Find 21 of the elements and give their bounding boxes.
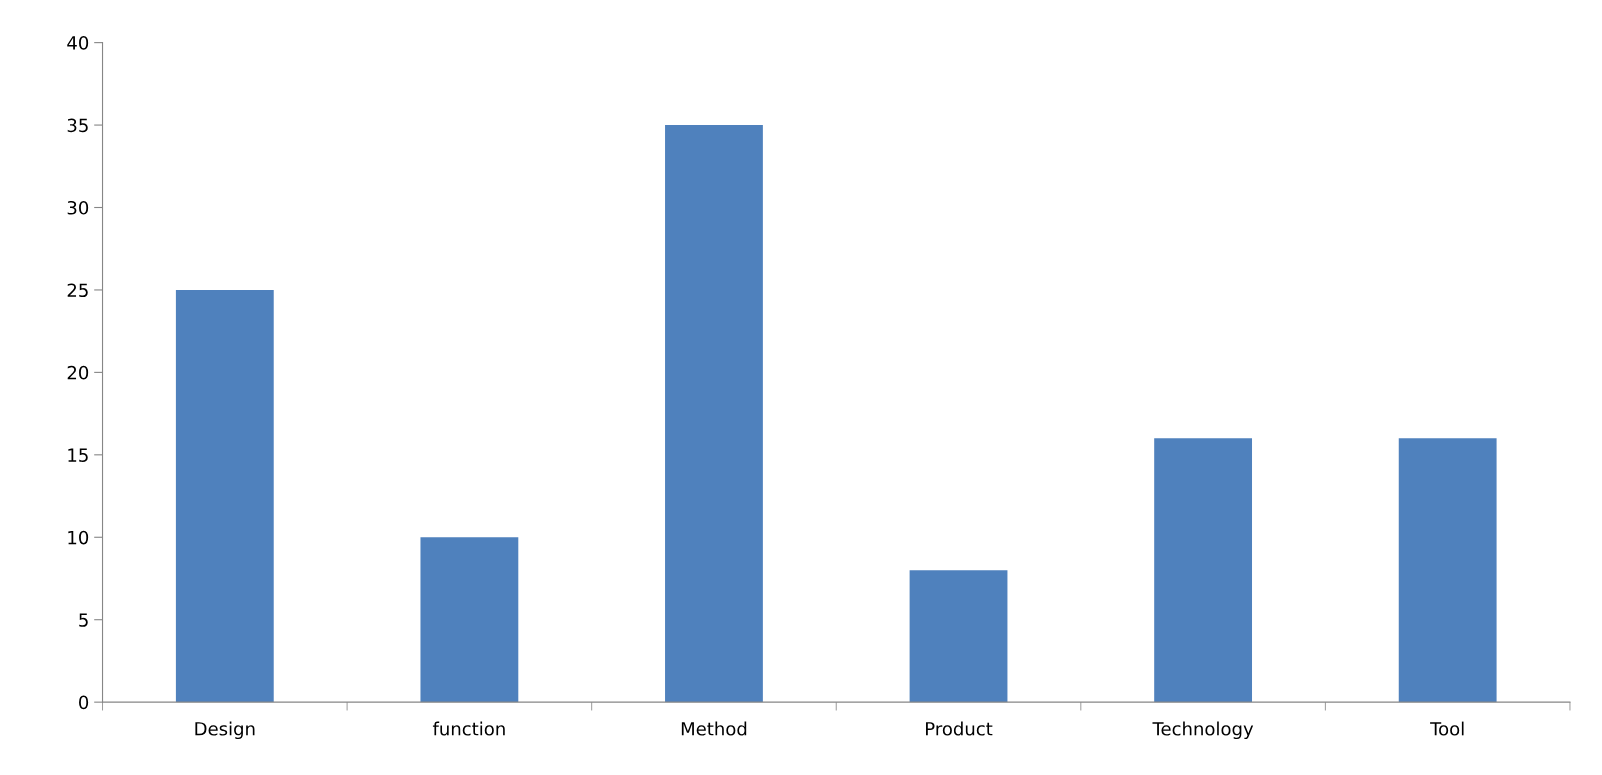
y-tick-label: 40 xyxy=(67,36,89,50)
x-tick-label: Tool xyxy=(1430,721,1464,736)
x-tick-label: function xyxy=(432,721,505,736)
bar xyxy=(1154,438,1253,703)
x-tick-label: Method xyxy=(681,721,747,736)
y-tick-label: 35 xyxy=(67,118,88,133)
y-tick-label: 15 xyxy=(68,448,88,462)
x-tick-label: Technology xyxy=(1152,721,1254,740)
x-tick-label: Product xyxy=(926,721,993,736)
y-tick-label: 10 xyxy=(68,530,89,545)
bar xyxy=(665,125,763,703)
x-tick-label: Design xyxy=(195,721,255,740)
y-tick-label: 25 xyxy=(67,283,88,298)
bar xyxy=(175,289,274,703)
y-tick-label: 0 xyxy=(79,695,89,710)
bar xyxy=(1398,438,1497,703)
y-tick-label: 30 xyxy=(67,200,89,215)
bar xyxy=(420,537,519,703)
y-tick-label: 20 xyxy=(67,365,89,380)
y-tick-label: 5 xyxy=(79,613,88,627)
bar xyxy=(909,570,1008,703)
